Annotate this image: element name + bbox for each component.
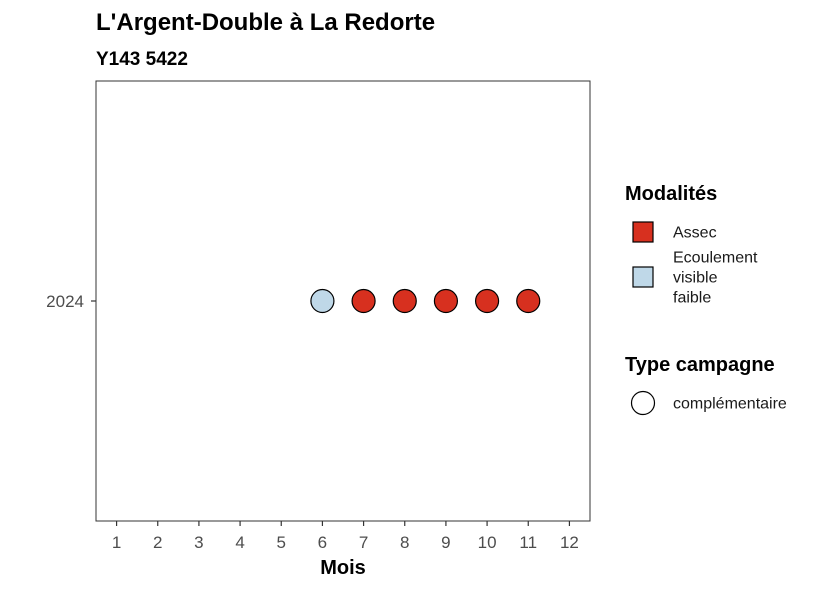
x-axis: 1 2 3 4 5 6 7 8 9 10 11 12: [112, 521, 579, 552]
data-point: [351, 288, 376, 314]
x-tick-label: 11: [519, 533, 537, 552]
data-point: [474, 288, 500, 314]
data-point: [516, 288, 541, 314]
legend-key: [630, 390, 656, 416]
x-axis-label: Mois: [320, 557, 366, 579]
x-tick-label: 10: [478, 533, 497, 552]
legend-campagne: Type campagne complémentaire: [625, 354, 787, 416]
x-tick-label: 12: [560, 533, 579, 552]
x-tick-label: 4: [235, 533, 244, 552]
data-point: [310, 288, 335, 314]
legend-modalites-title: Modalités: [625, 183, 717, 205]
legend-key: [632, 266, 654, 288]
x-tick-label: 3: [194, 533, 203, 552]
data-point: [433, 288, 459, 314]
x-tick-label: 6: [318, 533, 327, 552]
x-tick-label: 2: [153, 533, 162, 552]
y-axis: 2024: [46, 292, 96, 311]
legend-label-line: Assec: [673, 225, 717, 242]
data-point: [392, 288, 417, 314]
legend-label-line: Ecoulement: [673, 250, 758, 267]
legend-key: [632, 221, 654, 243]
legend-label: Assec: [673, 225, 717, 242]
x-tick-label: 9: [441, 533, 450, 552]
data-points: [310, 288, 541, 314]
legend-campagne-title: Type campagne: [625, 354, 775, 376]
x-tick-label: 7: [359, 533, 368, 552]
legend-label-line: faible: [673, 290, 711, 307]
legend-modalites: Modalités Assec Ecoulement visible faible: [625, 183, 758, 307]
legend-label: Ecoulement visible faible: [673, 250, 758, 307]
x-tick-label: 8: [400, 533, 409, 552]
x-tick-label: 1: [112, 533, 121, 552]
chart-subtitle: Y143 5422: [96, 49, 188, 70]
x-tick-label: 5: [277, 533, 286, 552]
legend-label-line: visible: [673, 270, 718, 287]
plot-panel: [95, 80, 591, 522]
chart-title: L'Argent-Double à La Redorte: [96, 9, 435, 36]
legend-label: complémentaire: [673, 396, 787, 413]
y-tick-label: 2024: [46, 292, 84, 311]
